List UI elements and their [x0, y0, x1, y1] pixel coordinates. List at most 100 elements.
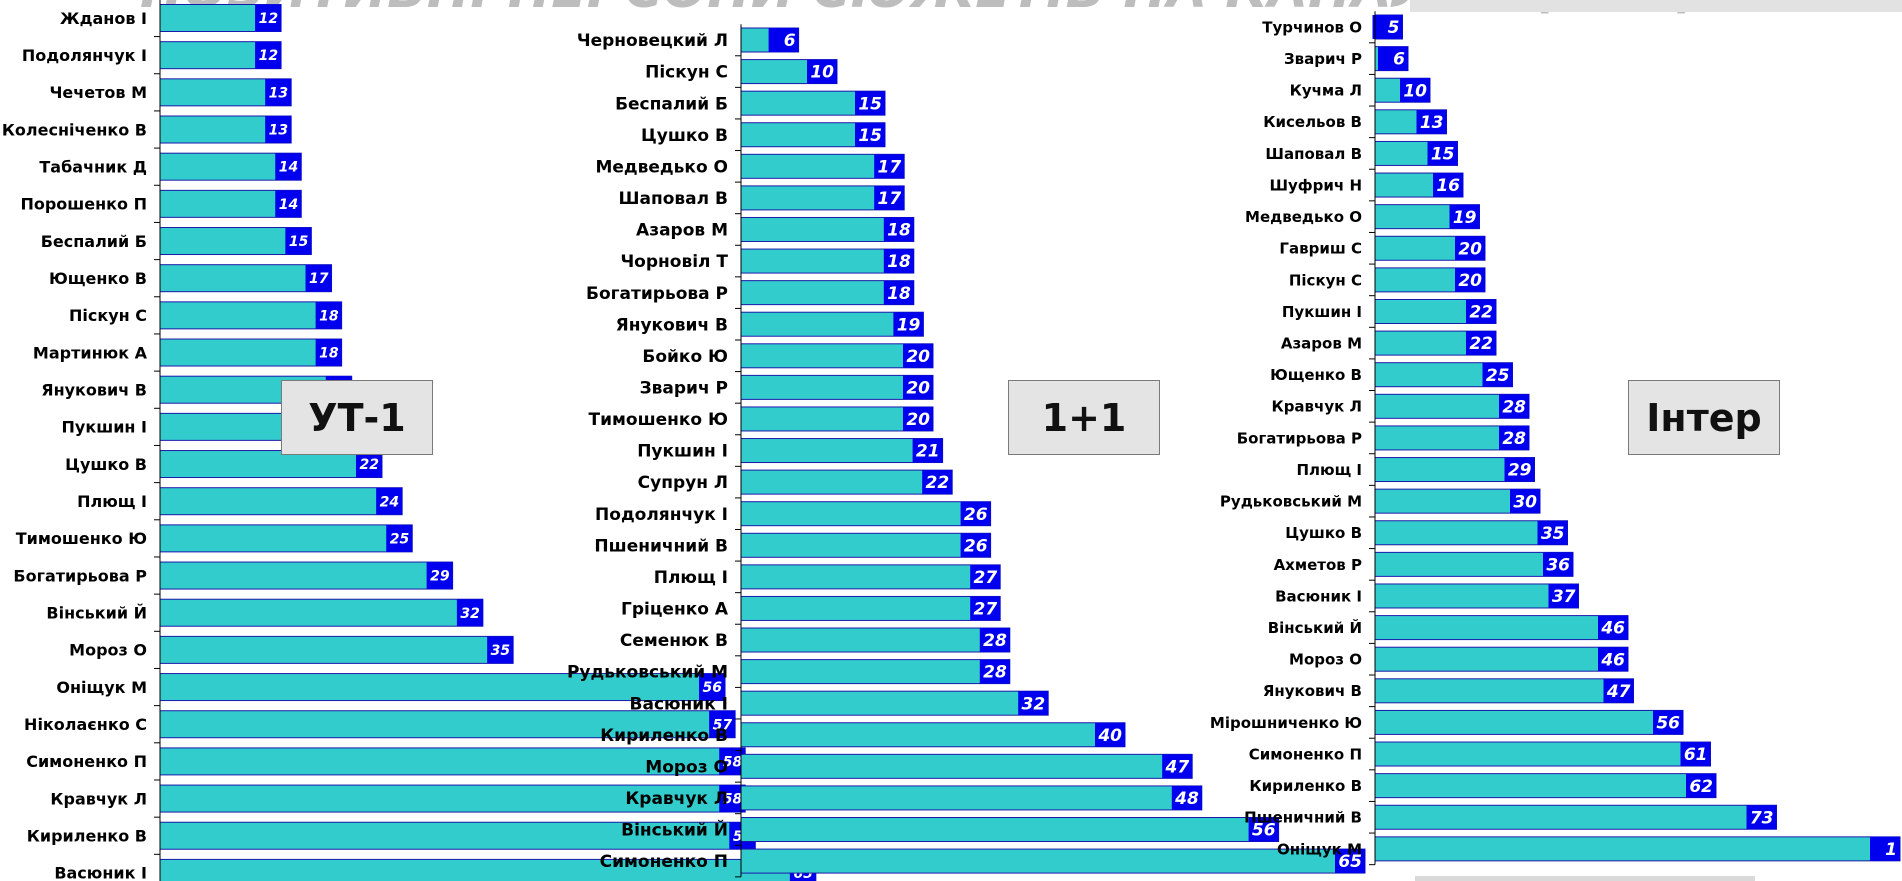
value-label: 22 [926, 473, 950, 493]
value-label: 18 [887, 221, 911, 241]
category-label: Васюник І [1275, 587, 1362, 605]
value-label: 12 [259, 48, 278, 64]
value-label-box [970, 596, 1001, 621]
category-label: Гавриш С [1279, 240, 1362, 258]
category-label: Кисельов В [1263, 113, 1362, 131]
value-label-box [1746, 805, 1777, 830]
value-label: 18 [319, 308, 339, 324]
category-label: Беспалий Б [615, 94, 728, 114]
category-label: Чечетов М [50, 83, 148, 102]
value-label-box [1018, 691, 1049, 716]
bar [1374, 583, 1579, 609]
bar [159, 635, 514, 664]
value-label-box [709, 710, 736, 738]
category-label: Ющенко В [49, 269, 147, 288]
category-label: Азаров М [636, 221, 728, 241]
bar [740, 438, 944, 464]
value-label: 5 [1388, 18, 1400, 38]
category-label: Зварич Р [1284, 50, 1362, 68]
value-label-box [1510, 489, 1540, 514]
value-labels: 6 10 15 15 17 17 18 18 18 19 20 20 20 21 22 26 26 27 27 28 2… [768, 28, 1365, 874]
value-label: 29 [430, 569, 450, 585]
value-label: 61 [1684, 745, 1708, 765]
value-label-box [1248, 817, 1279, 842]
category-label: Вінський Й [46, 603, 147, 622]
value-label: 35 [491, 643, 511, 659]
category-label: Жданов І [60, 9, 147, 28]
value-label-box [1598, 615, 1628, 640]
value-label: 25 [1486, 366, 1510, 386]
value-label: 22 [1469, 303, 1493, 323]
category-label: Богатирьова Р [1237, 429, 1362, 447]
category-label: Симоненко П [26, 752, 147, 771]
value-label: 22 [359, 457, 378, 473]
value-labels: 1212131314141517181819212224252932355657… [255, 4, 816, 881]
value-label: 32 [460, 606, 479, 622]
value-label-box [376, 487, 403, 515]
category-label: Чорновіл Т [620, 252, 728, 272]
value-label-box [315, 301, 342, 329]
category-label: Кириленко В [27, 827, 147, 846]
bar [159, 450, 383, 479]
category-labels: Турчинов О Зварич Р Кучма Л Кисельов В Шапов… [1210, 18, 1362, 858]
value-label: 15 [1431, 145, 1455, 165]
channel-label-1plus1: 1+1 [1008, 380, 1160, 455]
category-label: Кравчук Л [625, 789, 728, 809]
value-label-box [855, 122, 885, 147]
value-label-box [1449, 204, 1480, 229]
value-label-box [1378, 46, 1408, 71]
value-label: 19 [897, 315, 921, 335]
value-label: 10 [1403, 81, 1427, 101]
category-label: Турчинов О [1262, 18, 1362, 36]
value-label: 18 [319, 346, 339, 362]
value-label: 37 [1552, 587, 1576, 607]
axis [1369, 11, 1376, 866]
value-label-box [1372, 15, 1403, 39]
category-label: Тимошенко Ю [16, 529, 147, 548]
bar [740, 848, 1366, 874]
value-label-box [1162, 754, 1193, 779]
category-label: Мороз О [1289, 651, 1362, 669]
value-label-box [1455, 267, 1485, 292]
value-label-box [903, 375, 933, 400]
value-label-box [979, 659, 1010, 684]
category-label: Оніщук М [1277, 840, 1362, 858]
category-label: Мороз О [69, 641, 147, 660]
value-label: 20 [1458, 271, 1482, 291]
value-label: 17 [309, 271, 329, 287]
value-label-box [1548, 583, 1579, 608]
bar [1374, 836, 1901, 862]
value-label: 13 [269, 85, 288, 101]
value-label: 15 [858, 126, 882, 146]
value-label-box [1482, 362, 1513, 387]
value-label-box [1686, 773, 1716, 798]
value-label: 56 [1656, 714, 1680, 734]
bar [740, 722, 1126, 748]
value-label: 17 [878, 189, 902, 209]
value-label-box [922, 470, 953, 495]
bar [740, 469, 953, 495]
category-label: Шаповал В [619, 189, 728, 209]
value-label-box [1504, 457, 1535, 482]
value-label: 47 [1165, 757, 1190, 777]
value-label: 48 [1174, 789, 1199, 809]
value-label: 46 [1600, 650, 1625, 670]
category-label: Тимошенко Ю [588, 410, 728, 430]
value-label: 35 [1541, 524, 1565, 544]
category-label: Богатирьова Р [586, 284, 728, 304]
value-label-box [1653, 710, 1683, 735]
value-label-box [305, 264, 332, 292]
category-label: Порошенко П [20, 195, 147, 214]
category-label: Ніколаєнко С [24, 715, 147, 734]
category-label: Мірошниченко Ю [1210, 714, 1362, 732]
value-label-box [255, 41, 282, 69]
category-label: Медведько О [595, 157, 728, 177]
category-label: Плющ І [1296, 461, 1362, 479]
category-label: Супрун Л [638, 473, 728, 493]
value-label: 62 [1689, 777, 1713, 797]
value-label: 18 [887, 284, 911, 304]
bar [159, 561, 454, 590]
value-labels: 5610131516192020222225282829303536374646… [1372, 15, 1900, 861]
category-label: Подолянчук І [595, 505, 728, 525]
